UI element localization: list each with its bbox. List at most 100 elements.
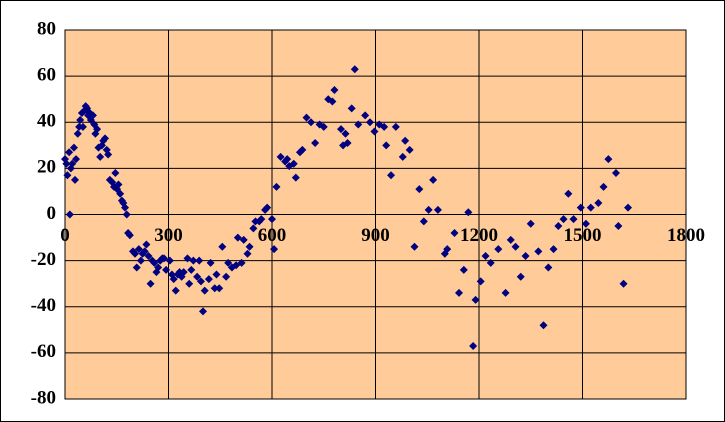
point [239,235,248,244]
point [162,265,171,274]
point [380,122,389,131]
point [501,288,510,297]
point [302,113,311,122]
point [330,85,339,94]
point [114,180,123,189]
point [210,284,219,293]
point [183,254,192,263]
x-tick-label: 600 [258,225,287,246]
point [150,258,159,267]
point [361,111,370,120]
point [204,275,213,284]
point [398,152,407,161]
y-tick-label: -20 [31,249,56,270]
point [370,127,379,136]
y-tick-label: 0 [47,203,57,224]
point [233,233,242,242]
point [387,171,396,180]
point [245,242,254,251]
y-tick-label: -40 [31,295,56,316]
x-tick-label: 900 [361,225,390,246]
point [268,215,276,224]
y-tick-label: 60 [37,64,56,85]
point [443,245,452,254]
point [419,217,428,226]
point [576,203,585,212]
point [382,141,391,150]
point [289,159,298,168]
point [415,185,424,194]
point [189,256,198,265]
point [125,231,134,240]
y-tick-label: 40 [37,111,56,132]
y-tick-label: -60 [31,341,56,362]
point [131,249,140,258]
point [76,115,85,124]
point [62,159,71,168]
point [134,245,143,254]
point [486,258,495,267]
point [193,272,202,281]
point [111,168,120,177]
point [311,139,320,148]
point [611,168,620,177]
point [291,173,300,182]
y-tick-label: 80 [37,18,56,39]
point [249,224,258,233]
point [594,198,603,207]
point [354,120,363,129]
point [132,263,141,272]
point [196,277,205,286]
point [122,210,131,219]
point [101,134,110,143]
point [165,256,174,265]
point [619,279,628,288]
point [481,252,490,261]
point [516,272,525,281]
point [337,125,345,134]
point [564,189,573,198]
point [263,203,272,212]
point [599,182,608,191]
point [104,150,113,159]
plot-border [64,29,687,400]
point [142,240,151,249]
point [401,136,410,145]
point [69,143,78,152]
x-tick-label: 1500 [564,225,602,246]
point [569,215,578,224]
point [169,275,178,284]
point [160,254,169,263]
point [343,139,352,148]
point [554,222,563,231]
point [429,175,438,184]
point [454,288,463,297]
point [410,242,419,251]
point [450,228,459,237]
point [272,182,281,191]
point [93,125,102,134]
point [179,268,188,277]
point [365,118,374,127]
point [206,258,215,267]
point [96,152,105,161]
point [604,155,613,164]
point [199,307,207,316]
x-tick-label: 1200 [460,225,498,246]
point [276,152,285,161]
point [469,341,478,350]
point [71,175,80,184]
point [476,277,485,286]
point [464,208,473,217]
y-tick-label: -80 [31,387,56,408]
point [237,258,246,267]
point [534,247,543,256]
point [424,205,433,214]
point [200,286,209,295]
point [224,258,233,267]
point [88,111,97,120]
point [63,171,72,180]
point [506,235,515,244]
point [121,203,130,212]
point [586,203,595,212]
